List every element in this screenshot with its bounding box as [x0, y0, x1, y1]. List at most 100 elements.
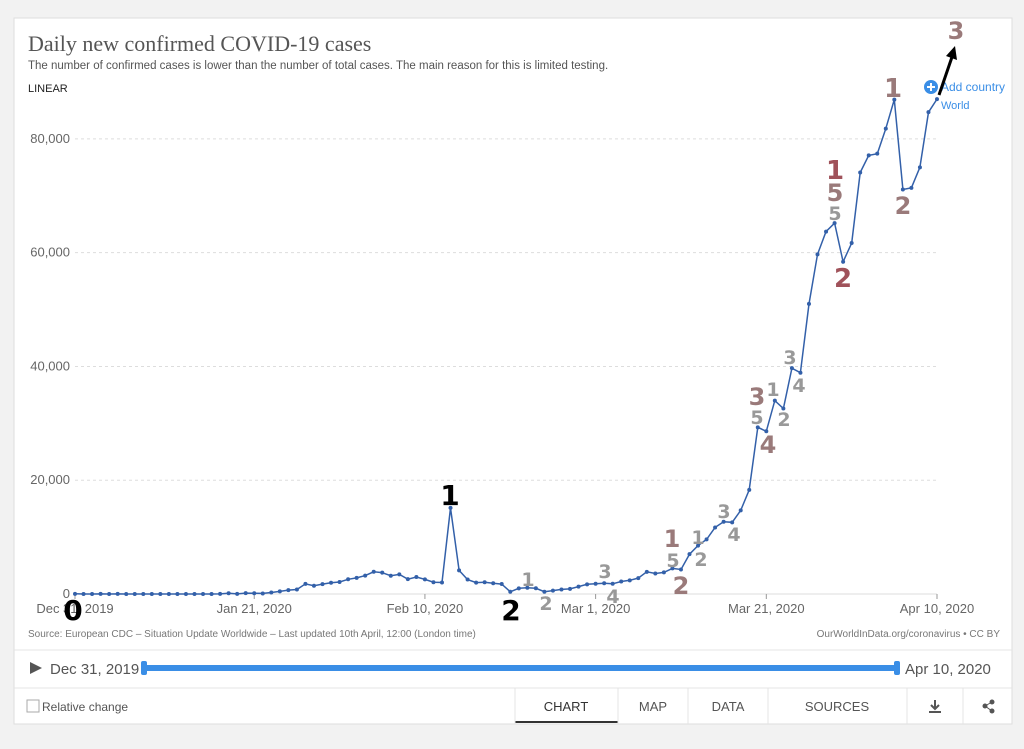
annotation: 3 — [948, 17, 965, 45]
data-point — [781, 406, 786, 411]
scale-toggle[interactable]: LINEAR — [28, 83, 68, 95]
annotation: 0 — [63, 594, 82, 627]
timeline-handle[interactable] — [141, 661, 147, 675]
data-point — [158, 592, 163, 596]
y-tick-label: 80,000 — [30, 131, 70, 146]
annotation: 5 — [666, 550, 679, 572]
data-point — [824, 229, 829, 234]
data-point — [593, 581, 598, 586]
data-point — [525, 585, 530, 590]
annotation: 2 — [895, 192, 912, 220]
arrow — [937, 56, 954, 96]
data-point — [789, 366, 794, 371]
add-country[interactable]: Add country — [941, 80, 1005, 94]
add-plus — [927, 83, 935, 91]
data-point — [73, 591, 77, 596]
data-point — [935, 97, 939, 102]
data-point — [81, 592, 86, 596]
tab[interactable]: SOURCES — [805, 699, 870, 714]
data-point — [260, 591, 265, 596]
data-point — [772, 398, 777, 403]
data-point — [653, 571, 658, 576]
data-point — [627, 578, 632, 583]
data-point — [175, 592, 180, 596]
data-point — [713, 525, 718, 530]
data-point — [755, 425, 760, 430]
chart-title: Daily new confirmed COVID-19 cases — [28, 31, 371, 56]
data-point — [124, 592, 129, 596]
data-point — [431, 580, 436, 585]
data-point — [636, 576, 641, 581]
data-point — [670, 566, 675, 571]
card — [13, 17, 1013, 725]
data-point — [491, 581, 496, 586]
data-point — [559, 587, 564, 592]
play-button[interactable] — [30, 662, 42, 674]
annotation: 4 — [606, 586, 619, 608]
annotation: 1 — [826, 156, 844, 186]
data-point — [858, 170, 863, 175]
data-point — [900, 187, 905, 192]
data-point — [235, 591, 240, 596]
data-point — [311, 583, 316, 588]
x-tick-label: Dec 31, 2019 — [36, 601, 113, 616]
data-point — [201, 591, 206, 596]
y-tick-label: 0 — [63, 586, 70, 601]
data-point — [747, 487, 752, 492]
download-icon[interactable] — [929, 700, 941, 713]
data-point — [533, 586, 538, 591]
credit: OurWorldInData.org/coronavirus • CC BY — [817, 629, 1001, 640]
data-point — [98, 591, 103, 596]
annotation: 1 — [884, 74, 902, 104]
timeline-handle[interactable] — [894, 661, 900, 675]
timeline-bar[interactable] — [144, 665, 897, 671]
data-point — [806, 301, 811, 306]
data-point — [277, 589, 282, 594]
data-point — [192, 592, 197, 596]
plot: 0 20,000 40,000 60,000 80,000 Dec 31, 2019 Jan… — [30, 97, 974, 616]
data-point — [841, 259, 846, 264]
data-point — [166, 592, 171, 596]
data-point — [815, 252, 820, 257]
data-point — [371, 569, 376, 574]
annotation: 5 — [827, 179, 844, 207]
data-point — [585, 582, 590, 587]
data-point — [738, 508, 743, 513]
data-point — [687, 552, 692, 557]
data-point — [346, 577, 351, 582]
data-point — [457, 568, 462, 573]
data-point — [730, 520, 735, 525]
annotation: 1 — [664, 525, 681, 553]
data-point — [661, 570, 666, 575]
data-point — [132, 592, 137, 596]
data-point — [141, 592, 146, 596]
y-tick-label: 20,000 — [30, 472, 70, 487]
series-label: World — [941, 100, 970, 112]
tab[interactable]: MAP — [639, 699, 667, 714]
checkbox[interactable] — [26, 699, 40, 713]
annotation: 5 — [750, 407, 763, 429]
data-point — [610, 581, 615, 586]
annotation: 1 — [521, 569, 534, 591]
data-point — [303, 581, 308, 586]
data-point — [218, 591, 223, 596]
relative-change[interactable]: Relative change — [42, 700, 128, 714]
data-point — [422, 577, 427, 582]
annotation: 5 — [828, 203, 841, 225]
share-icon[interactable] — [982, 699, 995, 714]
tab-dividers — [514, 688, 964, 724]
annotation: 2 — [694, 549, 707, 571]
data-point — [849, 240, 854, 245]
annotation: 3 — [717, 501, 730, 523]
data-point — [550, 588, 555, 593]
data-point — [90, 592, 95, 596]
tab[interactable]: CHART — [544, 699, 589, 714]
annotation: 1 — [440, 479, 459, 512]
data-point — [380, 570, 385, 575]
data-point — [576, 584, 581, 589]
x-tick-label: Mar 1, 2020 — [561, 601, 630, 616]
tab[interactable]: DATA — [712, 699, 745, 714]
data-point — [696, 543, 701, 548]
data-point — [917, 165, 922, 170]
